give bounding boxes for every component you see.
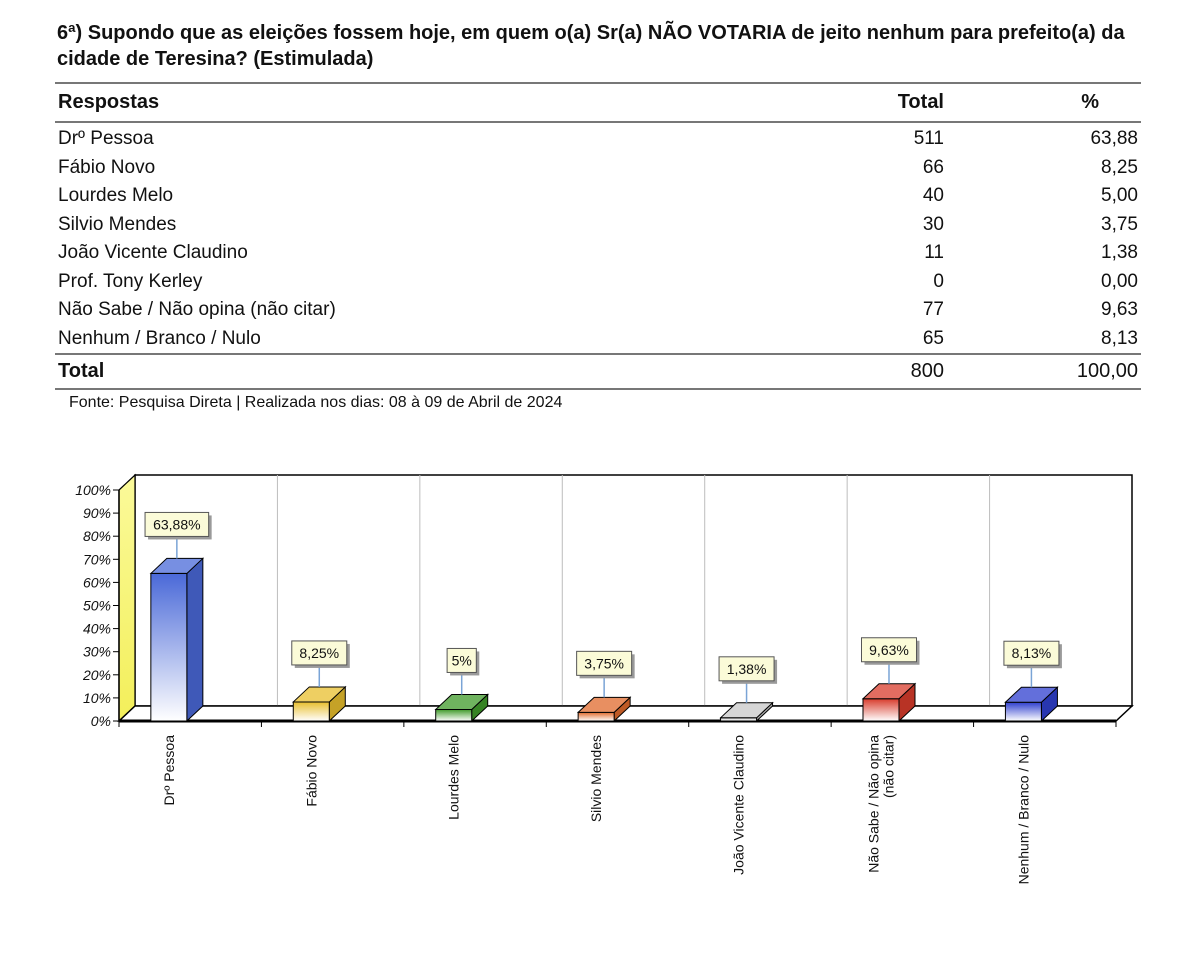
bar-top (149, 557, 205, 574)
row-percent: 9,63 (1101, 299, 1138, 321)
header-total: Total (761, 82, 950, 123)
row-total: 66 (922, 156, 944, 178)
data-label: 1,38% (727, 661, 767, 677)
row-total: 11 (924, 242, 944, 264)
table-row: Lourdes Melo 40 5,00 (55, 182, 1141, 211)
question-title: 6ª) Supondo que as eleições fossem hoje,… (57, 22, 1125, 70)
row-percent: 1,38 (1101, 242, 1138, 264)
table-row: Prof. Tony Kerley 0 0,00 (55, 268, 1141, 297)
row-percent: 0,00 (1101, 270, 1138, 292)
row-label: Não Sabe / Não opina (não citar) (58, 299, 336, 321)
table-row: João Vicente Claudino 11 1,38 (55, 239, 1141, 268)
results-table: Respostas Total % Drº Pessoa 511 63,88 F… (55, 82, 1141, 390)
row-total: 65 (922, 327, 944, 349)
row-total: 30 (922, 213, 944, 235)
y-tick-label: 10% (83, 690, 111, 706)
bar-chart: 0% 10% 20% 30% 40% 50% 60% 70% 80% 90% 100% 63,88% D… (75, 473, 1134, 885)
callout-box (144, 511, 210, 537)
bar (292, 701, 330, 722)
y-tick-label: 100% (75, 482, 111, 498)
y-tick-label: 20% (82, 667, 111, 683)
category-label: Não Sabe / Não opina (865, 735, 881, 873)
row-percent: 3,75 (1101, 213, 1138, 235)
y-tick-label: 90% (83, 505, 111, 521)
table-row: Silvio Mendes 30 3,75 (55, 211, 1141, 240)
row-label: Prof. Tony Kerley (58, 270, 203, 292)
y-tick-label: 80% (83, 528, 111, 544)
bar (150, 572, 188, 722)
row-percent: 8,13 (1101, 327, 1138, 349)
row-label: João Vicente Claudino (58, 242, 248, 264)
data-label: 5% (452, 652, 472, 668)
bar-top (861, 683, 917, 700)
bar-top (1004, 686, 1059, 703)
table-total-row: Total 800 100,00 (55, 353, 1141, 390)
callout-box (1003, 640, 1060, 666)
source-note: Fonte: Pesquisa Direta | Realizada nos d… (69, 394, 563, 411)
data-label: 8,13% (1012, 645, 1052, 661)
row-percent: 63,88 (1090, 128, 1138, 150)
header-percent: % (950, 82, 1141, 123)
row-label: Silvio Mendes (58, 213, 177, 235)
header-respostas: Respostas (55, 82, 761, 123)
row-label: Nenhum / Branco / Nulo (58, 327, 261, 349)
row-label: Drº Pessoa (58, 128, 154, 150)
category-label: João Vicente Claudino (731, 735, 747, 875)
table-row: Fábio Novo 66 8,25 (55, 154, 1141, 183)
bar-top (719, 702, 774, 719)
category-label: Silvio Mendes (588, 735, 604, 822)
data-label: 8,25% (299, 645, 339, 661)
data-label: 63,88% (153, 516, 200, 532)
bar-top (292, 686, 347, 703)
row-percent: 5,00 (1101, 185, 1138, 207)
row-total: 511 (913, 128, 944, 150)
total-percent: 100,00 (950, 353, 1141, 390)
row-total: 77 (922, 299, 944, 321)
bar (1004, 701, 1042, 722)
data-label: 3,75% (584, 655, 624, 671)
data-label: 9,63% (869, 642, 909, 658)
y-tick-label: 0% (91, 713, 111, 729)
category-label: Nenhum / Branco / Nulo (1015, 735, 1031, 885)
table-header-row: Respostas Total % (55, 82, 1141, 123)
callout-box (446, 647, 477, 673)
y-tick-label: 70% (83, 551, 111, 567)
row-total: 0 (933, 270, 944, 292)
table-row: Drº Pessoa 511 63,88 (55, 122, 1141, 154)
row-percent: 8,25 (1101, 156, 1138, 178)
row-total: 40 (922, 185, 944, 207)
category-label: (não citar) (880, 735, 896, 798)
bar (862, 698, 900, 722)
category-label: Fábio Novo (303, 735, 319, 807)
table-row: Não Sabe / Não opina (não citar) 77 9,63 (55, 296, 1141, 325)
bar (435, 708, 473, 722)
total-label: Total (55, 353, 761, 390)
bar-side (186, 557, 204, 723)
row-label: Fábio Novo (58, 156, 156, 178)
y-tick-label: 60% (83, 574, 111, 590)
callout-box (576, 650, 633, 676)
y-tick-label: 50% (83, 598, 111, 614)
y-tick-label: 30% (83, 644, 111, 660)
row-label: Lourdes Melo (58, 185, 174, 207)
plot-side-wall (118, 473, 136, 723)
total-count: 800 (761, 353, 950, 390)
bar (577, 711, 615, 722)
bar-top (576, 696, 632, 713)
bar-top (434, 693, 489, 710)
y-tick-label: 40% (83, 621, 111, 637)
callout-box (291, 640, 348, 666)
category-label: Drº Pessoa (161, 735, 177, 806)
callout-box (718, 656, 775, 682)
callout-box (860, 637, 917, 663)
category-label: Lourdes Melo (446, 735, 462, 820)
table-row: Nenhum / Branco / Nulo 65 8,13 (55, 325, 1141, 355)
